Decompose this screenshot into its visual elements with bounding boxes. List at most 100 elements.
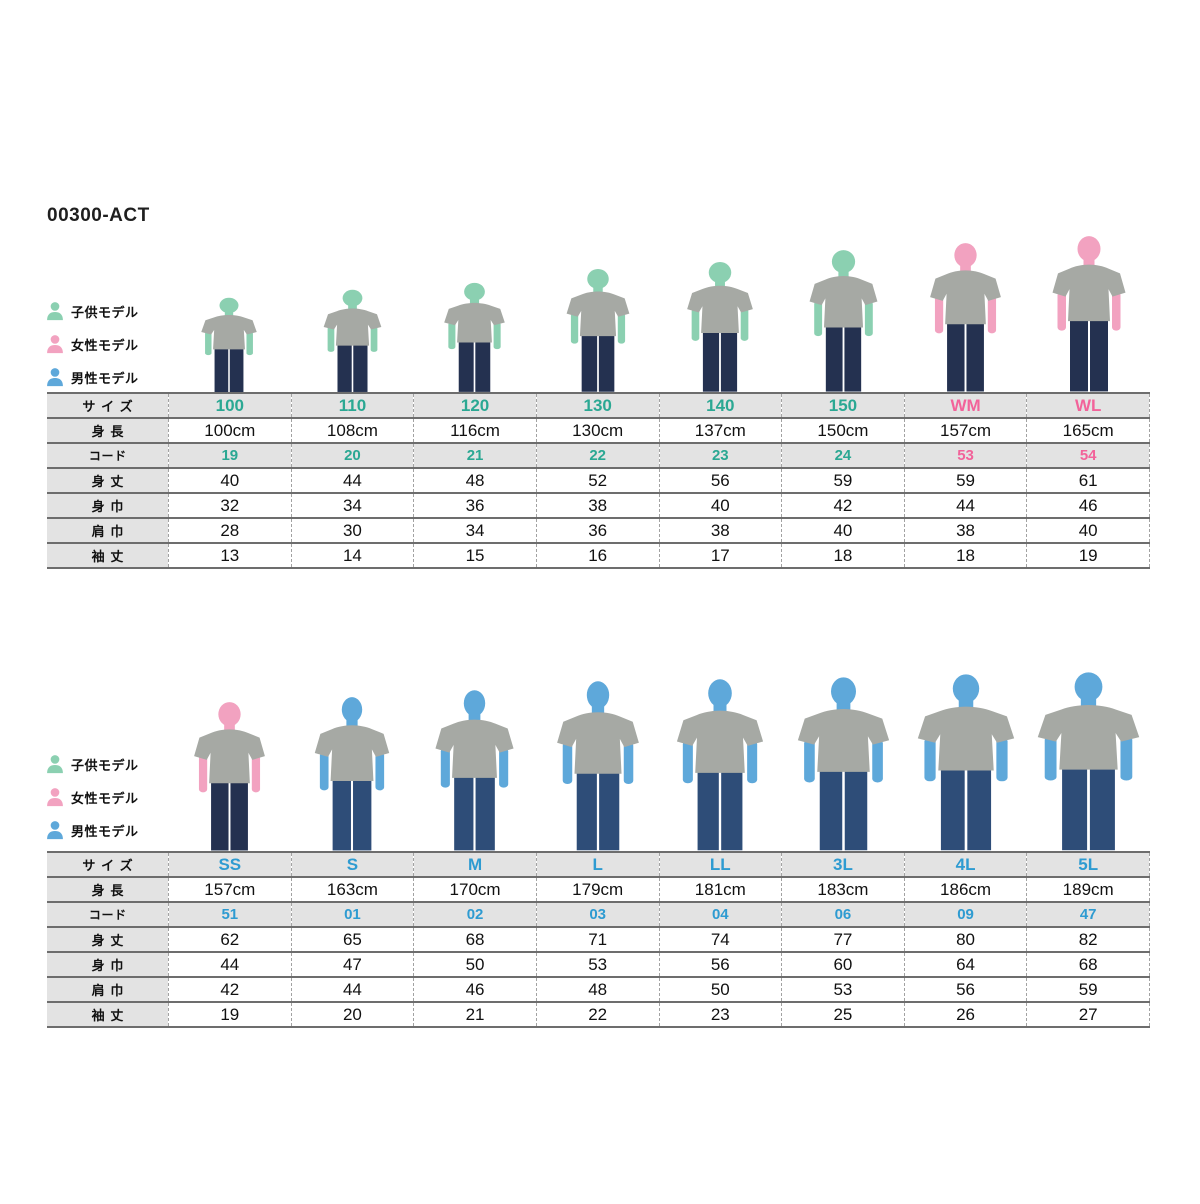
row-label-code: コード [47, 442, 169, 468]
row-label-body_length: 身丈 [47, 467, 169, 493]
sleeve_length-cell-WL: 19 [1026, 542, 1150, 569]
body_width-cell-100: 32 [168, 492, 292, 518]
size-cell-4L: 4L [903, 851, 1027, 877]
body_width-cell-WL: 46 [1026, 492, 1150, 518]
body_length-cell-110: 44 [290, 467, 414, 493]
body_width-cell-3L: 60 [781, 951, 905, 977]
sleeve_length-cell-4L: 26 [903, 1001, 1027, 1028]
size-cell-SS: SS [168, 851, 292, 877]
body_length-cell-WM: 59 [903, 467, 1027, 493]
person-icon [47, 788, 63, 807]
shoulder_width-cell-S: 44 [290, 976, 414, 1002]
body_length-cell-130: 52 [535, 467, 659, 493]
table-row-shoulder_width: 肩巾 42 44 46 48 50 53 56 59 [47, 976, 1150, 1002]
row-label-size: サイズ [47, 851, 169, 877]
code-cell-110: 20 [290, 442, 414, 468]
code-cell-LL: 04 [658, 901, 782, 927]
sleeve_length-cell-3L: 25 [781, 1001, 905, 1028]
height-cell-LL: 181cm [658, 876, 782, 902]
size-cell-S: S [290, 851, 414, 877]
legend-item-female: 女性モデル [45, 332, 195, 356]
table-row-sleeve_length: 袖丈 19 20 21 22 23 25 26 27 [47, 1001, 1150, 1028]
size-cell-100: 100 [168, 392, 292, 418]
body_width-cell-110: 34 [290, 492, 414, 518]
shoulder_width-cell-WL: 40 [1026, 517, 1150, 543]
model-figure-LL [676, 679, 764, 851]
model-figure-M [435, 690, 514, 851]
model-figure-140 [687, 261, 753, 392]
body_length-cell-SS: 62 [168, 926, 292, 952]
size-cell-WM: WM [903, 392, 1027, 418]
person-icon [47, 368, 63, 387]
height-cell-5L: 189cm [1026, 876, 1150, 902]
person-icon [47, 335, 63, 354]
table-row-height: 身長 100cm 108cm 116cm 130cm 137cm 150cm 157cm 165… [47, 417, 1150, 443]
sleeve_length-cell-130: 16 [535, 542, 659, 569]
body_length-cell-LL: 74 [658, 926, 782, 952]
shoulder_width-cell-100: 28 [168, 517, 292, 543]
page-title: 00300-ACT [47, 205, 150, 226]
body_length-cell-4L: 80 [903, 926, 1027, 952]
row-label-body_length: 身丈 [47, 926, 169, 952]
legend-item-child: 子供モデル [45, 752, 195, 776]
model-figure-110 [323, 289, 382, 392]
model-figure-5L [1037, 672, 1140, 851]
sleeve_length-cell-LL: 23 [658, 1001, 782, 1028]
table-row-body_width: 身巾 44 47 50 53 56 60 64 68 [47, 951, 1150, 977]
code-cell-WL: 54 [1026, 442, 1150, 468]
model-figure-130 [566, 268, 630, 392]
shoulder_width-cell-SS: 42 [168, 976, 292, 1002]
table-row-body_width: 身巾 32 34 36 38 40 42 44 46 [47, 492, 1150, 518]
sleeve_length-cell-L: 22 [535, 1001, 659, 1028]
size-cell-120: 120 [413, 392, 537, 418]
model-figure-3L [797, 677, 890, 851]
size-cell-3L: 3L [781, 851, 905, 877]
shoulder_width-cell-5L: 59 [1026, 976, 1150, 1002]
shoulder_width-cell-130: 36 [535, 517, 659, 543]
height-cell-WL: 165cm [1026, 417, 1150, 443]
height-cell-3L: 183cm [781, 876, 905, 902]
body_width-cell-M: 50 [413, 951, 537, 977]
size-cell-140: 140 [658, 392, 782, 418]
height-cell-WM: 157cm [903, 417, 1027, 443]
sleeve_length-cell-5L: 27 [1026, 1001, 1150, 1028]
person-icon [47, 302, 63, 321]
shoulder_width-cell-WM: 38 [903, 517, 1027, 543]
size-cell-M: M [413, 851, 537, 877]
size-cell-LL: LL [658, 851, 782, 877]
body_length-cell-140: 56 [658, 467, 782, 493]
size-cell-130: 130 [535, 392, 659, 418]
body_width-cell-150: 42 [781, 492, 905, 518]
body_width-cell-140: 40 [658, 492, 782, 518]
height-cell-M: 170cm [413, 876, 537, 902]
body_width-cell-4L: 64 [903, 951, 1027, 977]
height-cell-L: 179cm [535, 876, 659, 902]
sleeve_length-cell-110: 14 [290, 542, 414, 569]
shoulder_width-cell-3L: 53 [781, 976, 905, 1002]
body_length-cell-150: 59 [781, 467, 905, 493]
body_length-cell-120: 48 [413, 467, 537, 493]
height-cell-120: 116cm [413, 417, 537, 443]
body_width-cell-S: 47 [290, 951, 414, 977]
body_width-cell-LL: 56 [658, 951, 782, 977]
shoulder_width-cell-150: 40 [781, 517, 905, 543]
height-cell-150: 150cm [781, 417, 905, 443]
body_length-cell-S: 65 [290, 926, 414, 952]
model-figure-WL [1052, 236, 1126, 392]
shoulder_width-cell-LL: 50 [658, 976, 782, 1002]
shoulder_width-cell-M: 46 [413, 976, 537, 1002]
height-cell-S: 163cm [290, 876, 414, 902]
sleeve_length-cell-M: 21 [413, 1001, 537, 1028]
table-row-height: 身長 157cm 163cm 170cm 179cm 181cm 183cm 186cm 189… [47, 876, 1150, 902]
body_length-cell-M: 68 [413, 926, 537, 952]
height-cell-130: 130cm [535, 417, 659, 443]
code-cell-S: 01 [290, 901, 414, 927]
row-label-shoulder_width: 肩巾 [47, 976, 169, 1002]
code-cell-SS: 51 [168, 901, 292, 927]
body_width-cell-5L: 68 [1026, 951, 1150, 977]
body_width-cell-130: 38 [535, 492, 659, 518]
size-cell-150: 150 [781, 392, 905, 418]
sleeve_length-cell-140: 17 [658, 542, 782, 569]
legend-item-label: 男性モデル [71, 370, 139, 386]
